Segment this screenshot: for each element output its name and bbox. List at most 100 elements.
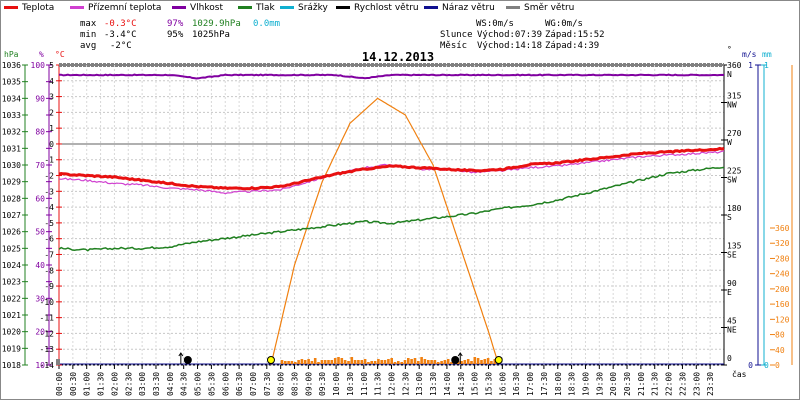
x-tick-label: 17:00 <box>526 372 535 396</box>
solar-bar <box>433 360 437 364</box>
solar-bar <box>337 357 340 364</box>
solar-tick-label: 120 <box>775 315 790 324</box>
temp-tick-label: -3 <box>44 187 54 196</box>
x-tick-label: 17:30 <box>540 372 549 396</box>
pressure-tick-label: 1033 <box>2 111 21 120</box>
x-tick-label: 10:30 <box>346 372 355 396</box>
humidity-tick-label: 90 <box>35 94 45 103</box>
solar-bar <box>290 361 294 364</box>
legend: Teplota Přízemní teplota Vlhkost Tlak Sr… <box>0 0 800 16</box>
moon-arrow-head <box>457 352 463 357</box>
solar-bar <box>480 360 483 364</box>
x-tick-label: 18:30 <box>568 372 577 396</box>
pressure-tick-label: 1018 <box>2 361 21 370</box>
legend-vlhkost: Vlhkost <box>172 3 223 13</box>
solar-bar <box>407 358 410 364</box>
solar-bar <box>363 359 367 364</box>
pressure-tick-label: 1029 <box>2 178 21 187</box>
humidity-tick-label: 20 <box>35 328 45 337</box>
x-tick-label: 18:00 <box>554 372 563 396</box>
solar-bar <box>423 359 427 364</box>
x-tick-label: 23:00 <box>692 372 701 396</box>
solar-bar <box>373 361 377 364</box>
solar-tick-label: 200 <box>775 285 790 294</box>
solar-bar <box>463 360 467 364</box>
humidity-tick-label: 80 <box>35 128 45 137</box>
solar-tick-label: 0 <box>775 361 780 370</box>
sun-label: Slunce <box>440 30 473 40</box>
legend-swatch <box>70 6 84 9</box>
solar-bar <box>327 360 330 364</box>
solar-bar <box>490 361 493 364</box>
temp-tick-label: -9 <box>44 282 54 291</box>
dir-tick-name: NE <box>727 326 737 335</box>
x-tick-label: 14:30 <box>457 372 466 396</box>
solar-bar <box>460 361 463 364</box>
x-tick-label: 04:30 <box>180 372 189 396</box>
solar-bar <box>297 360 300 364</box>
solar-bar <box>317 362 320 364</box>
pressure-tick-label: 1032 <box>2 128 21 137</box>
moon-arrow-head <box>178 352 184 357</box>
x-tick-label: 15:30 <box>484 372 493 396</box>
solar-bar <box>343 360 347 364</box>
humidity-tick-label: 40 <box>35 261 45 270</box>
legend-teplota: Teplota <box>4 3 54 13</box>
temp-tick-label: 1 <box>49 124 54 133</box>
x-tick-label: 01:00 <box>83 372 92 396</box>
solar-bar <box>357 360 360 364</box>
solar-line <box>270 97 499 366</box>
solar-tick-label: 360 <box>775 224 790 233</box>
humidity-tick-label: 30 <box>35 294 45 303</box>
pressure-tick-label: 1028 <box>2 194 21 203</box>
x-tick-label: 11:00 <box>360 372 369 396</box>
solar-bar <box>450 362 453 364</box>
temp-tick-label: -7 <box>44 250 54 259</box>
solar-bar <box>310 361 314 364</box>
dir-tick-degree: 180 <box>727 204 742 213</box>
solar-bar <box>294 362 297 364</box>
temp-tick-label: -11 <box>40 314 55 323</box>
ms-unit: m/s <box>742 50 757 59</box>
pressure-tick-label: 1019 <box>2 344 21 353</box>
x-tick-label: 16:00 <box>498 372 507 396</box>
temp-tick-label: 2 <box>49 108 54 117</box>
dir-tick-name: NW <box>727 101 737 110</box>
pressure-tick-label: 1036 <box>2 61 21 70</box>
solar-bar <box>400 362 403 364</box>
x-tick-label: 14:00 <box>443 372 452 396</box>
moonrise: Východ:14:18 <box>477 41 543 51</box>
stat-max-temp: -0.3°C <box>104 19 137 29</box>
legend-swatch <box>336 6 350 9</box>
x-tick-label: 21:00 <box>637 372 646 396</box>
stat-min-label: min <box>80 30 97 40</box>
solar-bar <box>436 362 440 364</box>
start-marker <box>56 359 60 365</box>
temp-tick-label: -13 <box>40 345 55 354</box>
solar-bar <box>446 359 450 364</box>
solar-bar <box>347 361 350 364</box>
solar-bar <box>333 358 337 364</box>
humidity-tick-label: 70 <box>35 161 45 170</box>
x-tick-label: 20:00 <box>609 372 618 396</box>
pressure-tick-label: 1023 <box>2 278 21 287</box>
dir-tick-degree: 45 <box>727 317 737 326</box>
legend-smer-vetru: Směr větru <box>506 3 574 13</box>
legend-swatch <box>238 6 252 9</box>
x-tick-label: 21:30 <box>651 372 660 396</box>
x-tick-label: 12:30 <box>401 372 410 396</box>
moonset: Západ:4:39 <box>545 41 600 51</box>
x-tick-label: 05:30 <box>207 372 216 396</box>
x-axis-unit: čas <box>732 369 747 379</box>
ms-tick-label: 1 <box>748 61 753 70</box>
temp-tick-label: -5 <box>44 219 54 228</box>
legend-tlak: Tlak <box>238 3 275 13</box>
dir-tick-name: E <box>727 288 732 297</box>
x-tick-label: 03:30 <box>152 372 161 396</box>
x-tick-label: 11:30 <box>374 372 383 396</box>
x-tick-label: 13:00 <box>415 372 424 396</box>
solar-bar <box>300 359 304 364</box>
pressure-tick-label: 1025 <box>2 244 21 253</box>
dir-tick-name: S <box>727 213 732 222</box>
